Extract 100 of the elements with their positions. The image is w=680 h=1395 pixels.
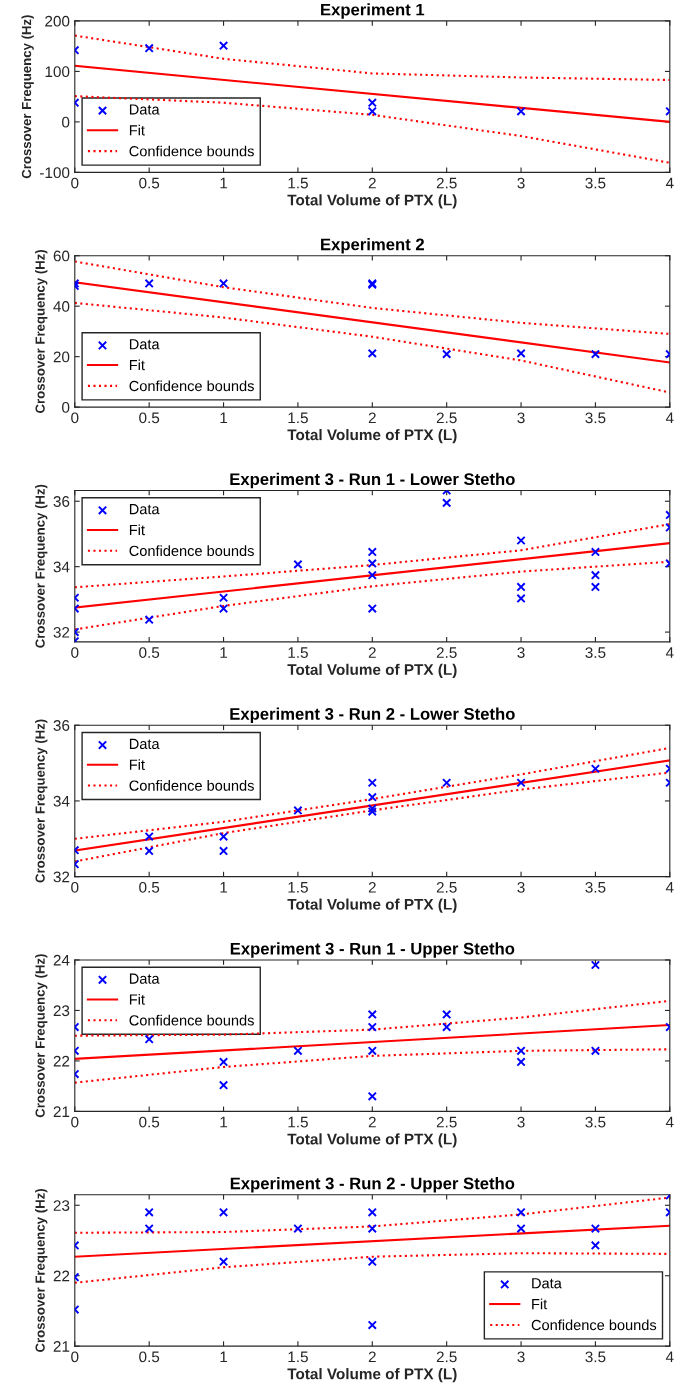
x-tick-label: 3 — [517, 177, 525, 189]
y-tick-label: 23 — [53, 1005, 70, 1017]
x-tick-label: 0.5 — [139, 881, 160, 893]
point — [367, 1046, 377, 1056]
x-tick-label: 4 — [665, 647, 674, 658]
y-tick-label: 21 — [53, 1341, 70, 1352]
y-tick-label: 20 — [53, 351, 70, 363]
x-tick-label: 3.5 — [585, 881, 606, 893]
legend-label: Confidence bounds — [129, 145, 254, 157]
x-tick-label: 1 — [220, 412, 228, 424]
y-tick-label: 32 — [53, 871, 70, 883]
point — [516, 1046, 526, 1056]
y-axis-title: Crossover Frequency (Hz) — [35, 954, 48, 1118]
x-axis-title: Total Volume of PTX (L) — [287, 663, 457, 679]
x-tick-label: 4 — [665, 1351, 674, 1363]
y-tick-label: -100 — [40, 167, 70, 179]
x-tick-label: 4 — [665, 177, 674, 189]
legend-label: Fit — [129, 359, 145, 371]
x-tick-label: 0 — [71, 647, 79, 658]
x-tick-label: 0 — [71, 177, 79, 189]
x-tick-label: 2 — [368, 412, 376, 424]
x-tick-label: 1.5 — [288, 1116, 308, 1128]
legend-label: Data — [532, 1278, 562, 1289]
point — [144, 1223, 154, 1234]
chart-title: Experiment 1 — [321, 3, 425, 19]
y-tick-label: 34 — [53, 795, 70, 807]
x-tick-label: 1 — [220, 1351, 228, 1363]
point — [218, 1257, 229, 1267]
point — [144, 615, 154, 625]
legend-label: Data — [129, 973, 160, 984]
point — [218, 41, 229, 51]
chart-title: Experiment 3 - Run 1 - Upper Stetho — [230, 942, 515, 958]
x-tick-label: 0.5 — [139, 412, 160, 424]
point — [144, 1034, 154, 1044]
point — [516, 593, 526, 604]
chart-title: Experiment 3 - Run 1 - Lower Stetho — [230, 472, 515, 489]
legend-label: Confidence bounds — [129, 780, 254, 791]
x-tick-label: 2 — [368, 1116, 376, 1128]
point — [144, 43, 154, 53]
line-series — [74, 560, 670, 631]
point — [367, 1257, 377, 1267]
line-series — [74, 95, 670, 164]
point — [367, 1009, 377, 1020]
x-tick-label: 2.5 — [436, 412, 457, 424]
point — [218, 603, 229, 614]
y-tick-label: 22 — [53, 1270, 70, 1282]
point — [144, 831, 154, 842]
point — [516, 1057, 526, 1067]
legend-label: Fit — [129, 524, 145, 536]
x-tick-label: 3.5 — [585, 1351, 606, 1363]
point — [218, 1057, 229, 1067]
point — [218, 593, 229, 603]
point — [442, 778, 452, 788]
point — [218, 1080, 229, 1090]
chart-title: Experiment 2 — [321, 238, 424, 254]
x-tick-label: 1 — [220, 177, 228, 189]
x-tick-label: 4 — [665, 1116, 674, 1128]
point — [590, 764, 601, 774]
point — [590, 349, 601, 359]
y-tick-label: 36 — [53, 720, 70, 731]
point — [293, 1223, 303, 1234]
point — [442, 498, 452, 508]
x-tick-label: 0.5 — [139, 647, 160, 658]
x-tick-label: 3.5 — [585, 177, 606, 189]
x-tick-label: 0.5 — [139, 177, 160, 189]
point — [367, 98, 377, 108]
point — [516, 106, 526, 116]
chart-title: Experiment 3 - Run 2 - Lower Stetho — [230, 707, 515, 724]
point — [442, 349, 452, 359]
legend-label: Confidence bounds — [531, 1319, 657, 1331]
x-tick-label: 1 — [220, 882, 228, 893]
point — [367, 1320, 377, 1330]
x-tick-label: 0 — [71, 1116, 79, 1128]
legend-label: Confidence bounds — [129, 545, 254, 557]
x-tick-label: 3 — [517, 1351, 525, 1363]
point — [590, 547, 601, 557]
legend-label: Data — [129, 738, 160, 750]
point — [516, 1207, 526, 1217]
chart-title: Experiment 3 - Run 2 - Upper Stetho — [230, 1177, 515, 1193]
point — [367, 603, 377, 614]
point — [516, 778, 526, 788]
x-tick-label: 2 — [368, 1351, 376, 1363]
legend-label: Fit — [129, 124, 145, 136]
point — [144, 1207, 154, 1217]
line-series — [74, 260, 670, 335]
x-axis-title: Total Volume of PTX (L) — [287, 1133, 457, 1148]
y-tick-label: 0 — [62, 402, 70, 413]
x-tick-label: 4 — [665, 882, 674, 893]
point — [516, 1223, 526, 1234]
x-tick-label: 0 — [71, 881, 79, 893]
y-tick-label: 32 — [53, 626, 70, 638]
point — [367, 348, 377, 359]
y-tick-label: 0 — [62, 116, 70, 128]
y-tick-label: 200 — [45, 15, 70, 27]
y-axis-title: Crossover Frequency (Hz) — [35, 249, 48, 413]
point — [367, 1223, 377, 1234]
point — [293, 805, 303, 816]
point — [516, 348, 526, 359]
point — [218, 1207, 229, 1217]
x-tick-label: 3.5 — [585, 412, 606, 424]
